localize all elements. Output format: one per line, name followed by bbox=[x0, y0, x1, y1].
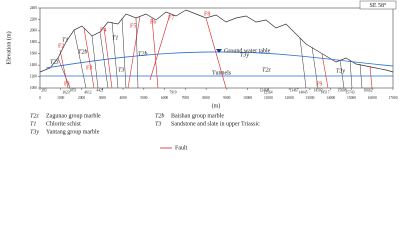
x-tick-label: 13000 bbox=[305, 96, 314, 100]
chainage: 4612 bbox=[84, 90, 91, 94]
legend-symbol: T3 bbox=[155, 121, 161, 127]
x-tick-label: 1000 bbox=[57, 96, 64, 100]
x-tick-label: 8000 bbox=[203, 96, 210, 100]
x-tick-label: 3000 bbox=[99, 96, 106, 100]
legend-symbol: T1 bbox=[30, 121, 36, 127]
legend-label: Chlorite schist bbox=[46, 121, 81, 127]
legend-label: Fault bbox=[175, 145, 188, 151]
y-tick-label: 1600 bbox=[30, 52, 37, 56]
fault-label: F7 bbox=[168, 15, 174, 21]
y-tick-label: 2200 bbox=[30, 17, 37, 21]
x-tick-label: 2000 bbox=[78, 96, 85, 100]
x-tick-label: 10000 bbox=[243, 96, 252, 100]
geological-section: Ground water table Tunnels SE 58° Elevat… bbox=[5, 0, 398, 151]
formation-label: T2b bbox=[138, 51, 147, 57]
legend-symbol: T2b bbox=[155, 113, 164, 119]
x-tick-label: 7000 bbox=[182, 96, 189, 100]
x-tick-label: 0 bbox=[39, 96, 41, 100]
formation-label: T2z bbox=[262, 67, 271, 73]
water-symbol bbox=[216, 49, 222, 53]
chainage: 13467 bbox=[290, 88, 299, 92]
formation-label: T3 bbox=[118, 67, 124, 73]
x-tick-label: 16000 bbox=[368, 96, 377, 100]
x-tick-label: 6000 bbox=[161, 96, 168, 100]
y-tick-label: 2000 bbox=[30, 29, 37, 33]
y-tick-label: 1400 bbox=[30, 63, 37, 67]
tunnels-label: Tunnels bbox=[212, 70, 232, 76]
chainage: 12468 bbox=[260, 88, 269, 92]
legend-label: Sandstone and slate in upper Triassic bbox=[171, 121, 260, 127]
fault-label: F9 bbox=[316, 81, 322, 87]
y-tick-label: 1200 bbox=[30, 74, 37, 78]
legend-label: Baishan group marble bbox=[171, 113, 224, 119]
fault-label: F5 bbox=[130, 23, 136, 29]
chainage: 283 bbox=[41, 88, 47, 92]
plot-frame bbox=[39, 7, 394, 89]
fault-label: F4 bbox=[100, 27, 106, 33]
fault-label: F8 bbox=[204, 11, 210, 17]
chainage: 7919 bbox=[169, 90, 176, 94]
chainage: 14503 bbox=[314, 88, 323, 92]
y-tick-label: 1800 bbox=[30, 40, 37, 44]
legend-label: Yantang group marble bbox=[46, 129, 100, 135]
x-axis-label: (m) bbox=[212, 102, 221, 109]
chainage: 16662 bbox=[364, 88, 373, 92]
x-tick-label: 11000 bbox=[264, 96, 273, 100]
x-tick-label: 15000 bbox=[347, 96, 356, 100]
chainage: 14517 bbox=[321, 90, 330, 94]
x-tick-label: 5000 bbox=[140, 96, 147, 100]
y-tick-label: 2400 bbox=[30, 6, 37, 10]
x-tick-label: 4000 bbox=[119, 96, 126, 100]
direction: SE 58° bbox=[370, 2, 388, 9]
chainage: 15608 bbox=[338, 88, 347, 92]
chainage: 15743 bbox=[346, 90, 355, 94]
ground-water-label: Ground water table bbox=[224, 48, 271, 54]
x-tick-label: 17000 bbox=[389, 96, 398, 100]
x-tick-label: 14000 bbox=[326, 96, 335, 100]
chainage: 3623 bbox=[62, 90, 69, 94]
y-tick-label: 1000 bbox=[30, 86, 37, 90]
formation-label: T2z bbox=[50, 59, 59, 65]
chainage: 12564 bbox=[264, 90, 273, 94]
direction-box bbox=[359, 0, 397, 10]
chainage: 3851 bbox=[69, 88, 76, 92]
y-axis-label: Elevation (m) bbox=[5, 31, 12, 64]
legend-symbol: T3y bbox=[30, 129, 39, 135]
formation-label: T1 bbox=[62, 37, 68, 43]
formation-label: T1 bbox=[112, 35, 118, 41]
fault-label: F2 bbox=[58, 43, 64, 49]
x-tick-label: 9000 bbox=[223, 96, 230, 100]
formation-label: T2b bbox=[78, 49, 87, 55]
formation-label: T3y bbox=[336, 68, 345, 74]
legend-label: Zagunao group marble bbox=[46, 113, 101, 119]
formation-label: T3y bbox=[240, 52, 249, 58]
legend-symbol: T2z bbox=[30, 113, 39, 119]
ground-water-table bbox=[45, 51, 394, 69]
fault-label: F1 bbox=[64, 81, 70, 87]
x-tick-label: 12000 bbox=[285, 96, 294, 100]
faults bbox=[59, 13, 373, 89]
fault-label: F6 bbox=[150, 19, 156, 25]
fault-label: F3 bbox=[86, 65, 92, 71]
chainage: 4421 bbox=[96, 88, 103, 92]
chainage: 14045 bbox=[299, 90, 308, 94]
ground-surface bbox=[39, 9, 394, 73]
